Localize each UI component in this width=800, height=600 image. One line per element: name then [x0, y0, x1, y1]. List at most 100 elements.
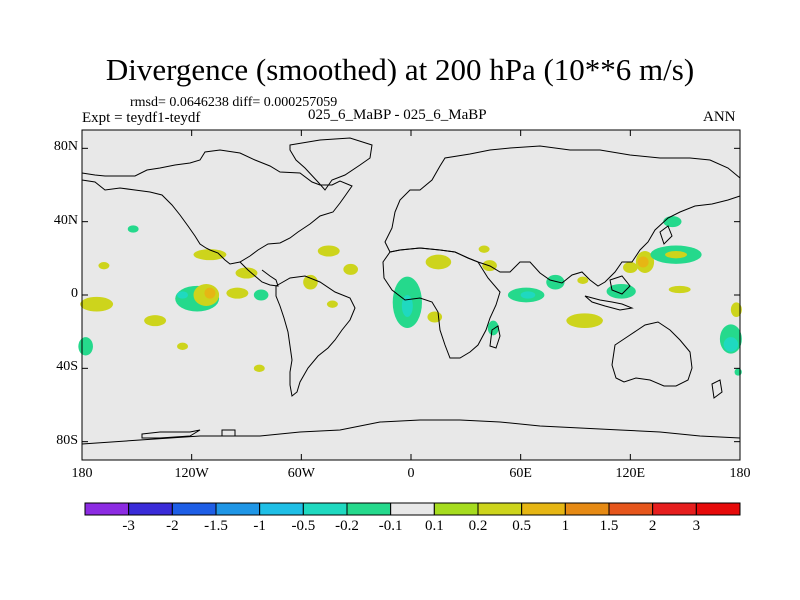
anomaly-blob	[303, 274, 318, 290]
colorbar-label: -0.2	[335, 518, 359, 534]
coastline-greenland	[289, 137, 373, 191]
colorbar-swatch	[433, 502, 479, 516]
colorbar-label: -1	[253, 518, 266, 534]
colorbar-swatch	[608, 502, 654, 516]
case-label: 025_6_MaBP - 025_6_MaBP	[308, 107, 487, 123]
colorbar-swatch	[652, 502, 697, 516]
anomaly-blob	[317, 245, 340, 257]
coastline-africa	[382, 247, 501, 359]
colorbar-label: -2	[166, 518, 179, 534]
anomaly-blob	[637, 256, 649, 268]
y-tick-label: 0	[71, 286, 78, 301]
colorbar-label: -3	[122, 518, 135, 534]
coastline-antarctic-island	[221, 429, 236, 437]
y-tick-label: 40N	[53, 212, 78, 228]
colorbar-label: -1.5	[204, 518, 228, 534]
anomaly-blob	[623, 262, 638, 273]
colorbar-swatch	[215, 502, 261, 516]
colorbar-swatch	[695, 502, 741, 516]
x-tick-label: 180	[71, 466, 93, 481]
colorbar-swatch	[302, 502, 348, 516]
anomaly-blob	[235, 267, 258, 279]
anomaly-blob	[665, 251, 687, 259]
anomaly-blob	[127, 225, 139, 233]
coastline-japan	[659, 225, 673, 245]
coastline-australia	[611, 321, 693, 387]
colorbar-swatch	[128, 502, 173, 516]
anomaly-blob	[734, 368, 742, 376]
anomaly-blob	[668, 285, 691, 294]
colorbar-label: -0.5	[291, 518, 316, 534]
coastline-south-america	[275, 275, 356, 397]
coastline-central-america	[239, 261, 279, 287]
x-tick-label: 120W	[174, 466, 209, 481]
coastline-antarctic-peninsula	[141, 429, 201, 439]
anomaly-blob	[487, 320, 499, 336]
anomaly-blob	[80, 296, 114, 312]
anomaly-blob	[723, 337, 739, 352]
colorbar-label: 0.5	[512, 518, 532, 534]
anomaly-blob	[730, 302, 742, 317]
experiment-label: Expt = teydf1-teydf	[82, 110, 201, 126]
anomaly-blob	[520, 291, 536, 299]
anomaly-blob	[343, 263, 358, 275]
anomaly-blob	[577, 276, 589, 285]
anomaly-blob	[226, 287, 249, 299]
colorbar-label: 2	[648, 518, 657, 534]
anomaly-blob	[478, 245, 490, 253]
anomaly-blob	[144, 315, 167, 327]
y-tick-label: 40S	[56, 359, 78, 375]
colorbar-swatch	[477, 502, 523, 516]
anomaly-blob	[566, 313, 603, 328]
colorbar-label: 1.5	[599, 518, 619, 534]
x-tick-label: 60E	[509, 466, 532, 481]
colorbar-swatch	[259, 502, 304, 516]
anomaly-layer	[78, 216, 742, 376]
coastline-borneo	[609, 275, 631, 295]
colorbar-label: 1	[561, 518, 570, 534]
colorbar-label: 3	[692, 518, 701, 534]
period-label: ANN	[703, 109, 736, 125]
colorbar-label: 0.1	[424, 518, 444, 534]
anomaly-blob	[98, 262, 110, 270]
anomaly-blob	[177, 291, 189, 299]
coastline-eurasia	[384, 145, 741, 287]
colorbar-swatch	[84, 502, 130, 516]
stats-text: rmsd= 0.0646238 diff= 0.000257059	[130, 95, 338, 110]
chart-title: Divergence (smoothed) at 200 hPa (10**6 …	[105, 52, 695, 87]
anomaly-blob	[78, 337, 93, 356]
y-tick-label: 80S	[56, 432, 78, 448]
anomaly-blob	[663, 216, 682, 228]
anomaly-blob	[326, 300, 338, 308]
colorbar	[84, 502, 741, 516]
anomaly-blob	[193, 249, 227, 261]
x-tick-label: 60W	[287, 466, 315, 481]
colorbar-swatch	[390, 502, 435, 516]
x-tick-label: 120E	[615, 466, 646, 481]
colorbar-swatch	[521, 502, 566, 516]
anomaly-blob	[427, 311, 443, 323]
coastline-north-america	[81, 149, 353, 265]
colorbar-label: 0.2	[468, 518, 488, 534]
y-tick-label: 80N	[53, 139, 78, 155]
anomaly-blob	[177, 342, 189, 351]
coastlines	[81, 137, 741, 445]
coastline-madagascar	[489, 325, 501, 349]
anomaly-blob	[253, 364, 265, 373]
coastline-new-zealand	[711, 379, 723, 399]
coastline-antarctica	[81, 419, 741, 445]
anomaly-blob	[401, 295, 413, 317]
anomaly-blob	[546, 274, 565, 290]
x-tick-label: 0	[407, 466, 415, 481]
anomaly-blob	[253, 289, 269, 301]
x-tick-label: 180	[729, 466, 751, 481]
colorbar-swatch	[171, 502, 217, 516]
colorbar-swatch	[564, 502, 610, 516]
colorbar-swatch	[346, 502, 392, 516]
axis-ticks	[81, 130, 741, 460]
anomaly-blob	[425, 254, 452, 270]
coastline-indonesia	[584, 295, 634, 311]
anomaly-blob	[204, 287, 216, 299]
colorbar-label: -0.1	[378, 518, 403, 534]
